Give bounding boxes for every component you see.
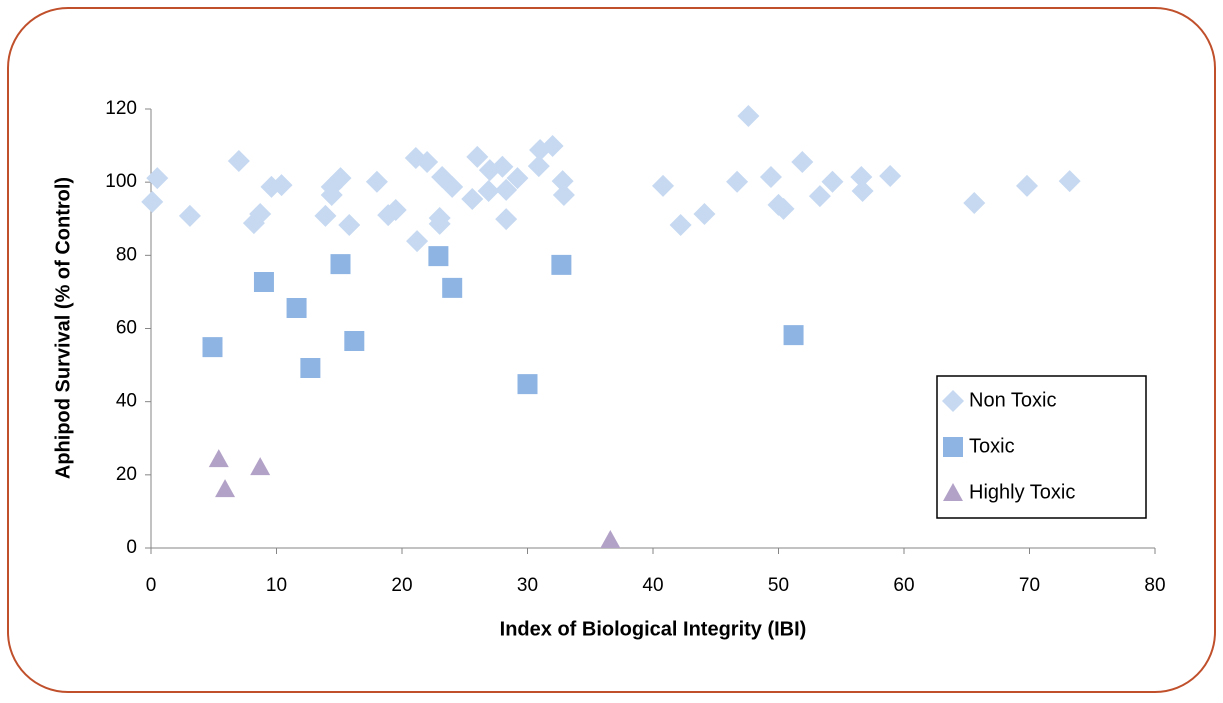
point-square	[253, 272, 274, 293]
point-diamond	[850, 166, 873, 189]
x-tick-label: 10	[266, 575, 287, 596]
x-tick-label: 0	[146, 575, 157, 596]
point-square	[286, 298, 307, 319]
point-square	[428, 246, 449, 267]
point-square	[300, 358, 321, 379]
point-diamond	[365, 170, 388, 193]
x-axis-title: Index of Biological Integrity (IBI)	[500, 618, 807, 640]
legend-marker	[942, 390, 964, 412]
point-diamond	[821, 170, 844, 193]
legend-label: Highly Toxic	[969, 481, 1075, 503]
point-triangle	[600, 529, 621, 548]
point-diamond	[669, 213, 692, 236]
point-diamond	[466, 145, 489, 168]
point-diamond	[737, 104, 760, 127]
point-diamond	[314, 204, 337, 227]
point-diamond	[1015, 174, 1038, 197]
point-square	[783, 325, 804, 346]
x-tick-label: 60	[893, 575, 914, 596]
y-tick-label: 20	[116, 464, 137, 485]
point-diamond	[249, 202, 272, 225]
point-diamond	[329, 167, 352, 190]
point-diamond	[141, 190, 164, 213]
point-square	[517, 374, 538, 395]
point-diamond	[320, 183, 343, 206]
y-tick-label: 0	[126, 537, 137, 558]
legend-box	[936, 375, 1147, 519]
y-tick-label: 60	[116, 318, 137, 339]
point-square	[551, 254, 572, 275]
point-diamond	[441, 175, 464, 198]
x-tick-label: 70	[1019, 575, 1040, 596]
point-diamond	[146, 167, 169, 190]
point-diamond	[963, 192, 986, 215]
point-diamond	[652, 174, 675, 197]
point-square	[330, 254, 351, 275]
point-diamond	[879, 164, 902, 187]
point-diamond	[477, 179, 500, 202]
point-diamond	[338, 213, 361, 236]
point-diamond	[851, 179, 874, 202]
legend-marker	[943, 437, 963, 457]
legend-label: Non Toxic	[969, 389, 1056, 411]
point-diamond	[384, 198, 407, 221]
point-diamond	[808, 185, 831, 208]
point-square	[442, 277, 463, 298]
point-diamond	[416, 151, 439, 174]
point-square	[344, 330, 365, 351]
point-diamond	[693, 202, 716, 225]
point-diamond	[759, 166, 782, 189]
point-diamond	[552, 183, 575, 206]
y-tick-label: 120	[105, 98, 137, 119]
y-tick-label: 100	[105, 171, 137, 192]
point-diamond	[428, 207, 451, 230]
point-diamond	[178, 204, 201, 227]
point-diamond	[541, 134, 564, 157]
x-tick-label: 30	[517, 575, 538, 596]
point-triangle	[250, 457, 271, 476]
y-axis-title: Aphipod Survival (% of Control)	[52, 177, 74, 479]
point-triangle	[215, 479, 236, 498]
point-square	[202, 337, 223, 358]
point-diamond	[270, 174, 293, 197]
point-diamond	[506, 167, 529, 190]
x-tick-label: 40	[642, 575, 663, 596]
point-triangle	[208, 449, 229, 468]
y-tick-label: 40	[116, 391, 137, 412]
point-diamond	[726, 170, 749, 193]
point-diamond	[227, 149, 250, 172]
point-diamond	[791, 151, 814, 174]
point-diamond	[406, 230, 429, 253]
x-tick-label: 80	[1144, 575, 1165, 596]
point-diamond	[495, 208, 518, 231]
point-diamond	[495, 178, 518, 201]
point-diamond	[527, 155, 550, 178]
point-diamond	[461, 187, 484, 210]
point-diamond	[491, 155, 514, 178]
chart-border	[7, 7, 1216, 693]
point-diamond	[772, 197, 795, 220]
point-diamond	[1058, 170, 1081, 193]
legend-marker	[943, 483, 963, 501]
y-tick-label: 80	[116, 244, 137, 265]
point-diamond	[551, 170, 574, 193]
x-tick-label: 20	[391, 575, 412, 596]
x-tick-label: 50	[768, 575, 789, 596]
legend-label: Toxic	[969, 435, 1015, 457]
